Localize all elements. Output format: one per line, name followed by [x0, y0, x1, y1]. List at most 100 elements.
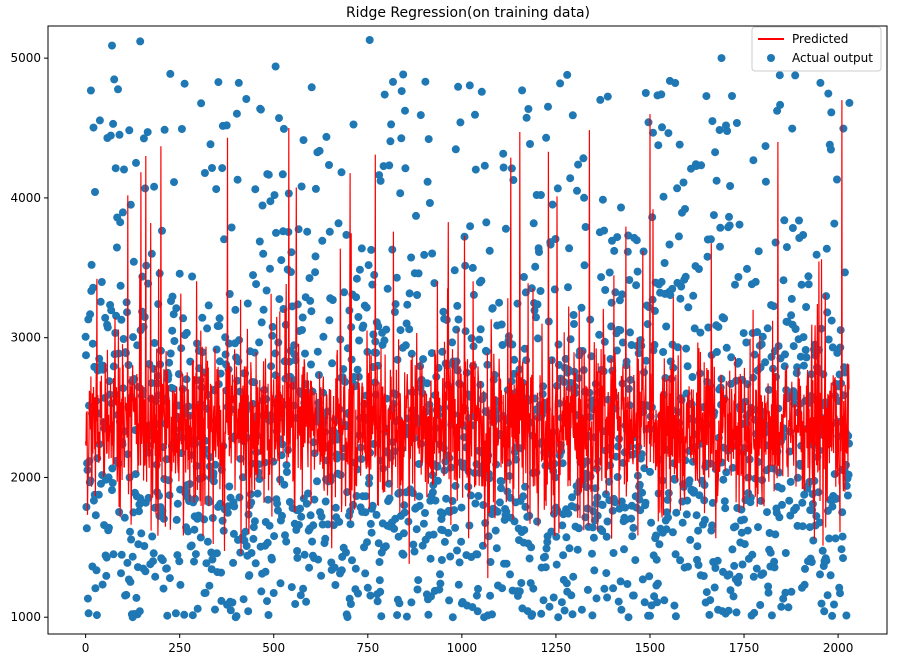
actual-output-point — [241, 527, 250, 536]
actual-output-point — [713, 556, 722, 565]
actual-output-point — [466, 222, 475, 231]
actual-output-point — [676, 294, 685, 303]
actual-output-point — [214, 78, 223, 87]
actual-output-point — [374, 539, 383, 548]
actual-output-point — [368, 280, 377, 289]
actual-output-point — [388, 245, 397, 254]
actual-output-point — [433, 476, 442, 485]
actual-output-point — [228, 598, 237, 607]
actual-output-point — [313, 477, 321, 486]
actual-output-point — [826, 145, 835, 154]
actual-output-point — [318, 236, 327, 245]
actual-output-point — [836, 589, 844, 598]
actual-output-point — [91, 511, 100, 520]
actual-output-point — [440, 537, 449, 546]
actual-output-point — [103, 323, 112, 332]
actual-output-point — [330, 563, 339, 572]
actual-output-point — [166, 69, 175, 78]
actual-output-point — [700, 516, 709, 524]
actual-output-point — [533, 334, 542, 343]
actual-output-point — [137, 529, 146, 538]
actual-output-point — [638, 488, 647, 497]
actual-output-point — [474, 492, 483, 500]
actual-output-point — [120, 165, 128, 174]
actual-output-point — [682, 344, 691, 353]
actual-output-point — [169, 384, 178, 393]
actual-output-point — [451, 481, 460, 490]
actual-output-point — [221, 350, 230, 359]
actual-output-point — [239, 595, 248, 604]
actual-output-point — [91, 188, 99, 196]
actual-output-point — [384, 479, 393, 488]
actual-output-point — [708, 117, 717, 126]
actual-output-point — [163, 611, 172, 620]
actual-output-point — [354, 313, 363, 321]
actual-output-point — [448, 338, 457, 347]
actual-output-point — [773, 106, 782, 115]
actual-output-point — [696, 328, 705, 337]
actual-output-point — [486, 558, 495, 566]
actual-output-point — [612, 346, 621, 355]
actual-output-point — [454, 580, 463, 589]
actual-output-point — [132, 593, 141, 602]
actual-output-point — [162, 564, 171, 573]
actual-output-point — [609, 549, 618, 557]
actual-output-point — [510, 355, 519, 364]
actual-output-point — [369, 330, 378, 339]
x-tick-label: 500 — [262, 641, 285, 655]
actual-output-point — [120, 513, 129, 522]
actual-output-point — [385, 494, 394, 503]
actual-output-point — [542, 133, 551, 142]
actual-output-point — [709, 211, 718, 220]
actual-output-point — [346, 600, 355, 608]
actual-output-point — [363, 538, 371, 547]
actual-output-point — [694, 526, 703, 535]
actual-output-point — [276, 579, 285, 588]
actual-output-point — [285, 498, 294, 506]
actual-output-point — [119, 335, 128, 343]
actual-output-point — [506, 570, 514, 579]
actual-output-point — [109, 550, 118, 559]
actual-output-point — [453, 301, 462, 310]
actual-output-point — [383, 284, 392, 293]
actual-output-point — [706, 235, 715, 244]
actual-output-point — [375, 576, 384, 585]
actual-output-point — [321, 497, 330, 506]
actual-output-point — [723, 127, 732, 135]
actual-output-point — [825, 534, 834, 543]
actual-output-point — [770, 563, 779, 572]
actual-output-point — [115, 508, 124, 516]
actual-output-point — [117, 550, 126, 559]
actual-output-point — [282, 468, 291, 476]
actual-output-point — [556, 79, 565, 88]
actual-output-point — [334, 219, 343, 228]
actual-output-point — [401, 164, 410, 173]
actual-output-point — [541, 552, 549, 561]
actual-output-point — [654, 141, 663, 150]
actual-output-point — [390, 308, 399, 316]
actual-output-point — [298, 313, 307, 322]
actual-output-point — [569, 572, 578, 581]
actual-output-point — [427, 349, 436, 358]
actual-output-point — [690, 486, 698, 495]
actual-output-point — [279, 124, 288, 133]
actual-output-point — [664, 513, 672, 522]
actual-output-point — [82, 503, 91, 511]
actual-output-point — [704, 323, 713, 332]
actual-output-point — [628, 532, 637, 541]
actual-output-point — [325, 161, 333, 169]
actual-output-point — [529, 219, 538, 228]
actual-output-point — [664, 129, 673, 138]
actual-output-point — [415, 501, 424, 510]
actual-output-point — [583, 585, 592, 594]
actual-output-point — [471, 165, 480, 174]
actual-output-point — [415, 492, 424, 501]
actual-output-point — [769, 302, 778, 311]
actual-output-point — [274, 338, 283, 347]
actual-output-point — [400, 508, 409, 517]
actual-output-point — [217, 568, 226, 577]
actual-output-point — [259, 305, 268, 314]
actual-output-point — [824, 89, 833, 98]
actual-output-point — [319, 332, 328, 341]
actual-output-point — [801, 346, 810, 354]
